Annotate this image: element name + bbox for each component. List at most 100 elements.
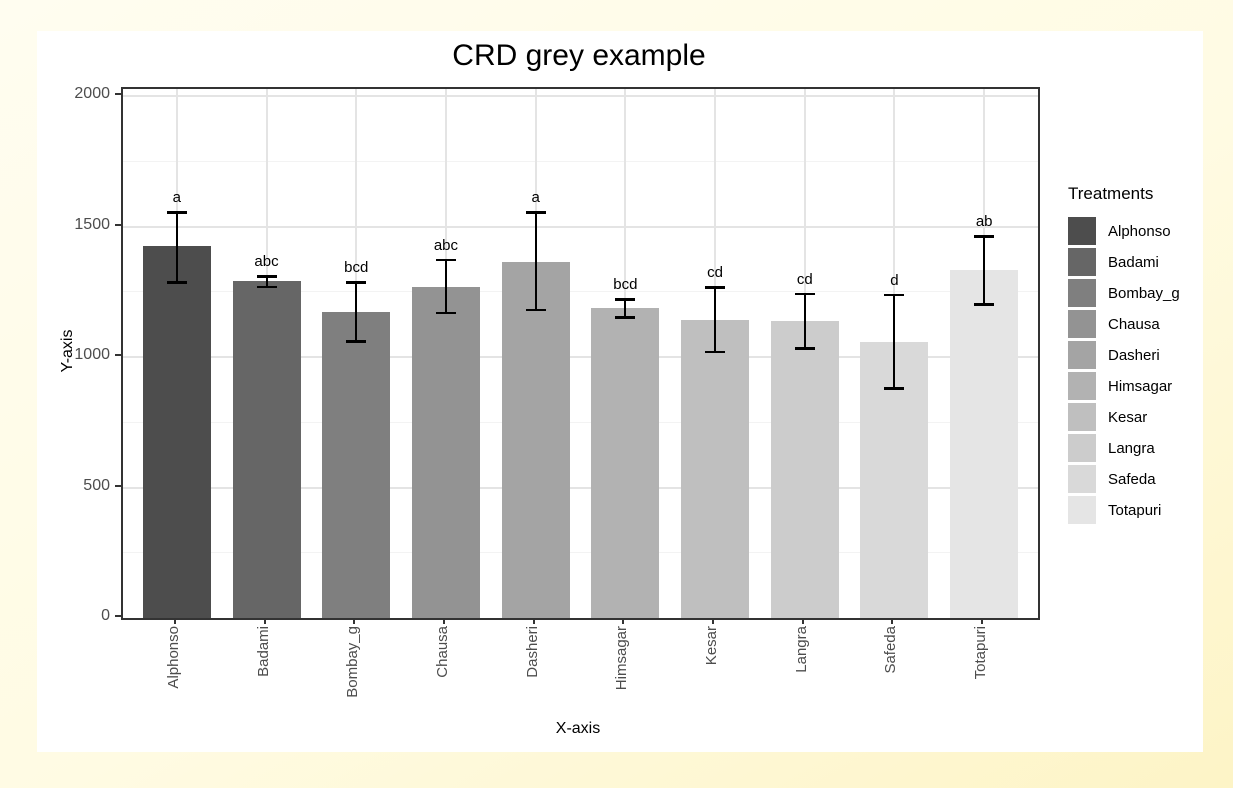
errorbar-cap-top-himsagar (615, 298, 636, 301)
gridline-minor-750 (123, 421, 1038, 423)
y-tick-mark-2000 (115, 93, 122, 96)
y-axis-title: Y-axis (59, 329, 76, 373)
legend-swatch-totapuri (1068, 496, 1096, 524)
legend-label-alphonso: Alphonso (1108, 222, 1171, 240)
x-tick-label-bombay_g: Bombay_g (344, 626, 362, 698)
bar-himsagar (591, 308, 660, 618)
x-tick-label-alphonso: Alphonso (164, 626, 182, 689)
legend-swatch-dasheri (1068, 341, 1096, 369)
legend-label-safeda: Safeda (1108, 470, 1156, 488)
x-tick-label-badami: Badami (254, 626, 272, 677)
sig-letter-safeda: d (890, 271, 899, 289)
legend-label-badami: Badami (1108, 253, 1159, 271)
gridline-minor-1750 (123, 160, 1038, 162)
gridline-major-1000 (123, 356, 1038, 359)
legend-item-alphonso: Alphonso (1068, 217, 1180, 245)
errorbar-stem-himsagar (624, 299, 627, 318)
sig-letter-himsagar: bcd (613, 276, 638, 294)
legend-item-chausa: Chausa (1068, 310, 1180, 338)
chart-title: CRD grey example (452, 39, 706, 72)
sig-letter-chausa: abc (433, 236, 459, 254)
errorbar-cap-bottom-dasheri (525, 308, 546, 312)
errorbar-cap-top-alphonso (166, 211, 187, 214)
errorbar-cap-bottom-langra (794, 347, 815, 350)
errorbar-stem-dasheri (534, 212, 537, 311)
legend-label-langra: Langra (1108, 439, 1155, 457)
sig-letter-badami: abc (254, 253, 279, 271)
legend-label-bombay_g: Bombay_g (1108, 284, 1180, 302)
legend-swatch-himsagar (1068, 372, 1096, 400)
bar-badami (232, 281, 301, 618)
bar-totapuri (950, 270, 1019, 618)
x-tick-mark-himsagar (622, 618, 625, 624)
gridline-major-500 (123, 486, 1038, 489)
legend-label-totapuri: Totapuri (1108, 501, 1162, 519)
legend-item-bombay_g: Bombay_g (1068, 279, 1180, 307)
x-tick-mark-chausa (442, 618, 445, 624)
errorbar-cap-top-totapuri (974, 235, 995, 238)
legend-items: Alphonso Badami Bombay_g Chausa Dasheri Himsa… (1068, 217, 1180, 524)
errorbar-stem-langra (803, 293, 806, 349)
bar-langra (770, 321, 839, 618)
legend-swatch-kesar (1068, 403, 1096, 431)
legend-label-kesar: Kesar (1108, 408, 1148, 426)
y-tick-label-0: 0 (101, 607, 110, 624)
errorbar-stem-kesar (714, 287, 717, 353)
legend-title: Treatments (1068, 184, 1154, 203)
legend-swatch-bombay_g (1068, 279, 1096, 307)
x-tick-mark-badami (263, 618, 266, 624)
y-tick-mark-0 (115, 615, 122, 617)
bar-chausa (411, 286, 480, 618)
x-tick-label-langra: Langra (792, 626, 810, 673)
x-tick-mark-bombay_g (353, 618, 356, 624)
bar-dasheri (501, 261, 570, 618)
errorbar-stem-totapuri (983, 236, 986, 305)
y-tick-mark-1000 (115, 354, 122, 357)
errorbar-cap-top-langra (794, 292, 815, 296)
errorbar-stem-chausa (444, 259, 447, 314)
x-tick-label-himsagar: Himsagar (613, 626, 631, 691)
sig-letter-bombay_g: bcd (344, 259, 369, 277)
legend-item-kesar: Kesar (1068, 403, 1180, 431)
y-tick-mark-500 (115, 484, 122, 487)
sig-letter-alphonso: a (172, 189, 181, 207)
errorbar-cap-bottom-bombay_g (346, 340, 367, 343)
errorbar-cap-bottom-totapuri (974, 303, 995, 306)
legend-item-dasheri: Dasheri (1068, 341, 1180, 369)
chart-card: CRD grey example a abc bcd abc a bcd cd cd d ab 0… (37, 31, 1203, 752)
x-tick-mark-kesar (712, 618, 715, 624)
x-tick-mark-safeda (891, 618, 894, 624)
legend: Treatments Alphonso Badami Bombay_g Chausa D… (1068, 184, 1180, 527)
legend-swatch-badami (1068, 248, 1096, 276)
y-tick-label-500: 500 (83, 476, 110, 494)
errorbar-cap-bottom-badami (256, 285, 277, 289)
sig-letter-kesar: cd (707, 264, 723, 282)
x-tick-label-kesar: Kesar (703, 626, 721, 666)
legend-item-himsagar: Himsagar (1068, 372, 1180, 400)
legend-label-chausa: Chausa (1108, 315, 1160, 333)
legend-item-safeda: Safeda (1068, 465, 1180, 493)
x-tick-mark-dasheri (532, 618, 535, 624)
errorbar-cap-bottom-chausa (435, 311, 456, 315)
x-tick-label-dasheri: Dasheri (523, 626, 541, 678)
errorbar-stem-safeda (893, 294, 896, 389)
errorbar-cap-top-kesar (705, 286, 726, 289)
errorbar-cap-top-safeda (884, 293, 905, 297)
errorbar-stem-badami (265, 276, 268, 288)
gridline-major-2000 (123, 95, 1038, 98)
gridline-major-1500 (123, 225, 1038, 228)
y-tick-label-2000: 2000 (74, 85, 110, 103)
errorbar-cap-top-bombay_g (346, 281, 367, 284)
x-axis-title: X-axis (555, 720, 601, 737)
legend-label-himsagar: Himsagar (1108, 377, 1173, 395)
y-tick-label-1000: 1000 (74, 346, 110, 364)
errorbar-cap-top-dasheri (525, 211, 546, 214)
x-tick-mark-langra (801, 618, 804, 624)
errorbar-cap-top-badami (256, 275, 277, 278)
x-tick-label-totapuri: Totapuri (972, 626, 990, 680)
x-tick-label-chausa: Chausa (433, 626, 451, 678)
legend-swatch-safeda (1068, 465, 1096, 493)
x-tick-mark-alphonso (173, 618, 176, 624)
errorbar-cap-bottom-alphonso (166, 281, 187, 284)
sig-letter-langra: cd (796, 270, 813, 288)
